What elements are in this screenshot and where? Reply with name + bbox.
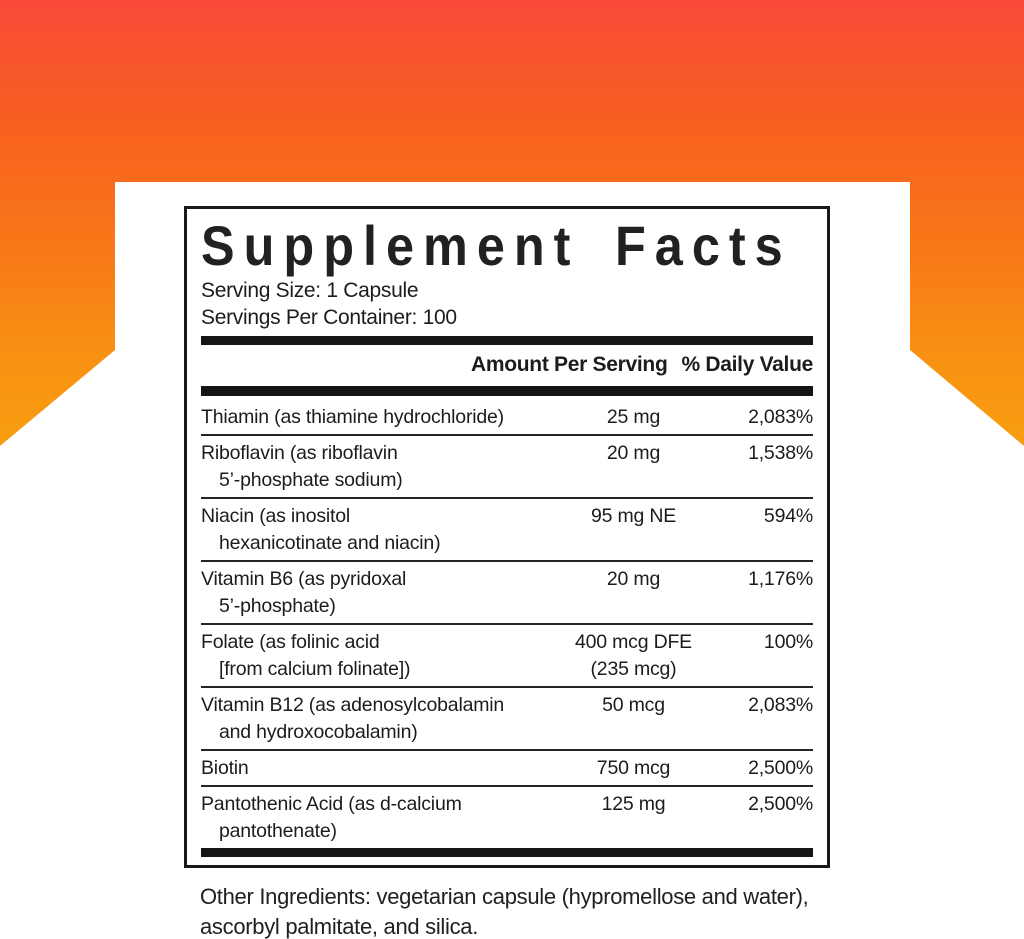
panel-title: Supplement Facts <box>201 214 792 277</box>
nutrient-name: Thiamin (as thiamine hydrochloride) <box>201 405 504 428</box>
divider-bar-bottom <box>201 847 813 857</box>
nutrient-amount: 20 mg <box>606 441 661 464</box>
nutrient-daily-value: 100% <box>763 630 813 653</box>
nutrient-amount: 20 mg <box>606 567 661 590</box>
nutrient-daily-value: 2,500% <box>748 792 813 815</box>
nutrient-name: Pantothenic Acid (as d-calcium pantothen… <box>201 792 462 842</box>
nutrient-name: Niacin (as inositol hexanicotinate and n… <box>201 504 441 554</box>
nutrient-name: Vitamin B6 (as pyridoxal 5’-phosphate) <box>201 567 407 617</box>
daily-value-column-header: % Daily Value <box>681 353 813 377</box>
other-ingredients-line-1: Other Ingredients: vegetarian capsule (h… <box>200 884 809 909</box>
nutrient-name: Riboflavin (as riboflavin 5’-phosphate s… <box>201 441 403 491</box>
other-ingredients-line-2: ascorbyl palmitate, and silica. <box>200 914 479 939</box>
nutrient-amount: 25 mg <box>606 405 661 428</box>
nutrient-name: Folate (as folinic acid [from calcium fo… <box>201 630 411 680</box>
nutrient-name: Vitamin B12 (as adenosylcobalamin and hy… <box>201 693 505 743</box>
nutrient-row: Thiamin (as thiamine hydrochloride) 25 m… <box>201 400 813 434</box>
divider-bar-middle <box>201 386 813 396</box>
nutrient-amount: 50 mcg <box>602 693 665 716</box>
other-ingredients: Other Ingredients: vegetarian capsule (h… <box>200 882 860 939</box>
nutrient-daily-value: 594% <box>763 504 813 527</box>
nutrient-daily-value: 1,176% <box>748 567 813 590</box>
nutrient-name: Biotin <box>201 756 249 779</box>
nutrient-row: Vitamin B6 (as pyridoxal 5’-phosphate) 2… <box>201 559 813 623</box>
nutrient-row: Riboflavin (as riboflavin 5’-phosphate s… <box>201 433 813 497</box>
nutrient-row: Biotin 750 mcg 2,500% <box>201 748 813 785</box>
nutrient-daily-value: 2,500% <box>748 756 813 779</box>
nutrient-row: Niacin (as inositol hexanicotinate and n… <box>201 496 813 560</box>
nutrient-daily-value: 2,083% <box>748 405 813 428</box>
nutrient-amount: 95 mg NE <box>590 504 677 527</box>
divider-bar-top <box>201 336 813 346</box>
column-headers: Amount Per Serving % Daily Value <box>201 349 813 381</box>
nutrient-amount: 400 mcg DFE (235 mcg) <box>574 630 692 680</box>
nutrient-amount: 750 mcg <box>596 756 671 779</box>
nutrient-amount: 125 mg <box>601 792 666 815</box>
serving-size: Serving Size: 1 Capsule <box>201 279 419 302</box>
nutrient-daily-value: 1,538% <box>748 441 813 464</box>
supplement-facts-panel: Supplement Facts Serving Size: 1 Capsule… <box>184 206 830 868</box>
nutrient-row: Pantothenic Acid (as d-calcium pantothen… <box>201 784 813 848</box>
nutrient-row: Vitamin B12 (as adenosylcobalamin and hy… <box>201 685 813 749</box>
nutrient-table: Thiamin (as thiamine hydrochloride) 25 m… <box>201 400 813 848</box>
nutrient-row: Folate (as folinic acid [from calcium fo… <box>201 622 813 686</box>
amount-column-header: Amount Per Serving <box>471 353 668 377</box>
servings-per-container: Servings Per Container: 100 <box>201 306 457 329</box>
nutrient-daily-value: 2,083% <box>748 693 813 716</box>
